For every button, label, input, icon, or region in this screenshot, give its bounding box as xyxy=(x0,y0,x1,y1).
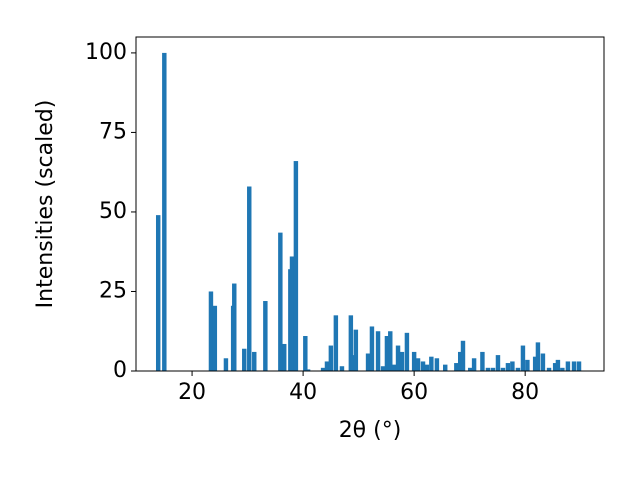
bar xyxy=(348,315,354,371)
x-tick-label: 20 xyxy=(178,380,206,405)
bar xyxy=(552,363,558,371)
bar xyxy=(375,331,381,371)
bar xyxy=(399,351,405,371)
bar xyxy=(546,367,552,371)
bar xyxy=(293,161,299,371)
bar xyxy=(520,345,526,371)
plot-frame xyxy=(135,36,605,372)
y-tick-label: 0 xyxy=(113,358,127,383)
bar xyxy=(460,340,466,371)
bar xyxy=(424,364,430,371)
bar xyxy=(404,332,410,371)
bar xyxy=(247,186,252,371)
bar xyxy=(415,358,421,371)
bar xyxy=(289,256,295,371)
y-axis-label: Intensities (scaled) xyxy=(33,100,58,309)
bar xyxy=(454,363,459,371)
bar xyxy=(328,345,334,371)
bar xyxy=(576,361,582,371)
bar xyxy=(500,367,506,371)
x-tick-label: 40 xyxy=(289,380,317,405)
x-tick-label: 60 xyxy=(400,380,428,405)
bar xyxy=(515,367,521,371)
bar xyxy=(525,359,530,371)
bar xyxy=(457,351,463,371)
bar xyxy=(365,353,371,371)
bar xyxy=(480,351,485,371)
bar xyxy=(485,367,491,371)
bar xyxy=(353,329,359,371)
bar xyxy=(208,291,214,371)
bar xyxy=(391,364,397,371)
bar xyxy=(535,342,541,371)
x-tick-label: 80 xyxy=(511,380,539,405)
bar xyxy=(380,366,386,371)
bar xyxy=(571,361,577,371)
bar xyxy=(242,348,247,371)
bar xyxy=(540,353,546,371)
bar xyxy=(339,366,345,371)
y-tick-label: 100 xyxy=(85,40,127,65)
bar xyxy=(384,336,390,371)
bar xyxy=(471,358,477,371)
bar xyxy=(467,367,473,371)
bar xyxy=(278,232,283,371)
bar xyxy=(429,356,434,371)
bar xyxy=(555,359,561,371)
bar xyxy=(505,363,511,371)
bar xyxy=(434,358,440,371)
y-tick-label: 25 xyxy=(99,278,127,303)
bar xyxy=(155,215,161,371)
bar xyxy=(510,361,515,371)
x-axis-label: 2θ (°) xyxy=(339,418,402,443)
bar xyxy=(324,361,330,371)
bar xyxy=(232,283,237,371)
bar xyxy=(263,301,268,371)
bar xyxy=(532,356,538,371)
bar xyxy=(565,361,571,371)
bar xyxy=(443,364,448,371)
bar xyxy=(411,351,417,371)
y-tick-label: 50 xyxy=(99,199,127,224)
bar xyxy=(223,358,229,371)
bar xyxy=(420,361,426,371)
bar xyxy=(388,331,393,371)
bar xyxy=(305,369,311,371)
bar xyxy=(395,345,401,371)
bar xyxy=(320,367,326,371)
bar xyxy=(495,355,501,371)
bar xyxy=(282,343,287,371)
bar xyxy=(490,367,496,371)
y-tick-label: 75 xyxy=(99,119,127,144)
bar xyxy=(369,326,375,371)
bar xyxy=(162,52,167,372)
bar xyxy=(303,336,308,371)
bar xyxy=(252,351,257,371)
bar xyxy=(560,367,565,371)
bar xyxy=(350,355,356,371)
bar xyxy=(333,315,339,371)
bar xyxy=(212,305,218,371)
